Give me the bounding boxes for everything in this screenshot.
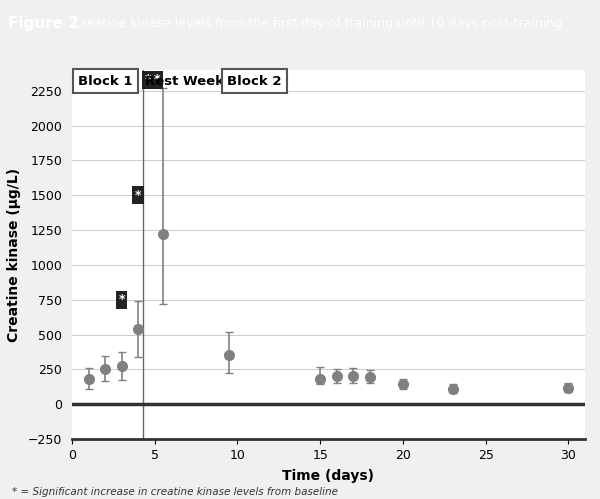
Text: *: * bbox=[118, 293, 125, 306]
Text: *: * bbox=[145, 73, 151, 86]
Text: Block 1: Block 1 bbox=[78, 74, 133, 87]
Text: Rest Week: Rest Week bbox=[145, 74, 224, 87]
Y-axis label: Creatine kinase (µg/L): Creatine kinase (µg/L) bbox=[7, 168, 21, 341]
Text: * = Significant increase in creatine kinase levels from baseline: * = Significant increase in creatine kin… bbox=[12, 487, 338, 497]
Text: Creatine kinase levels from the first day of training until 10 days post-trainin: Creatine kinase levels from the first da… bbox=[69, 17, 562, 30]
Text: *: * bbox=[135, 189, 142, 202]
Text: Block 2: Block 2 bbox=[227, 74, 281, 87]
Text: *: * bbox=[154, 73, 160, 86]
Text: Figure 2: Figure 2 bbox=[8, 16, 79, 31]
X-axis label: Time (days): Time (days) bbox=[283, 469, 374, 483]
